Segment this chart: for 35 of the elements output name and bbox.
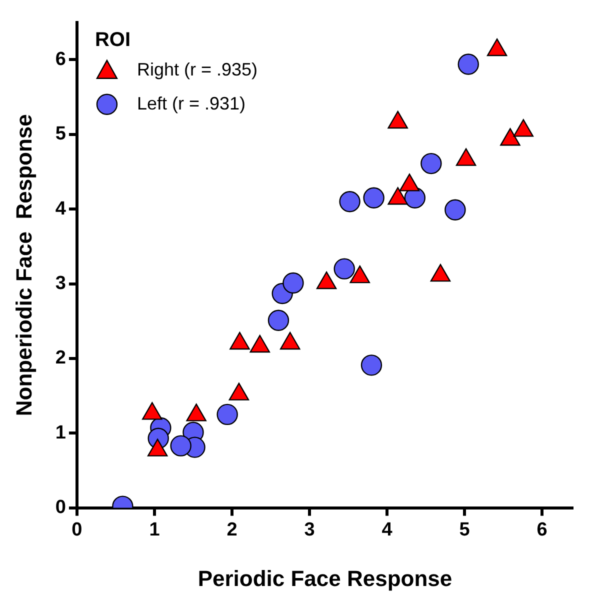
- x-tick-label: 2: [226, 519, 238, 540]
- x-tick-label: 3: [304, 519, 315, 540]
- point: [486, 38, 508, 56]
- x-axis-title: Periodic Face Response: [198, 566, 452, 591]
- point: [388, 187, 408, 205]
- x-tick-label: 4: [382, 519, 393, 540]
- point: [316, 271, 337, 290]
- y-tick-label: 3: [55, 273, 66, 294]
- legend-label: Left (r = .931): [136, 93, 246, 114]
- legend-title: ROI: [94, 28, 131, 51]
- point: [456, 148, 476, 166]
- x-tick-label: 0: [72, 519, 82, 540]
- point: [399, 174, 420, 192]
- x-tick-label: 6: [536, 519, 548, 540]
- point: [430, 264, 451, 282]
- y-tick-label: 6: [55, 48, 66, 70]
- point: [500, 128, 520, 146]
- point: [350, 265, 370, 284]
- legend-label: Right (r = .935): [136, 59, 258, 80]
- y-tick-label: 1: [55, 422, 66, 444]
- point: [513, 119, 534, 137]
- point: [360, 354, 382, 376]
- y-tick-label: 2: [55, 348, 66, 369]
- point: [268, 310, 290, 331]
- y-axis-title: Nonperiodic Face Response: [11, 114, 36, 416]
- y-tick-label: 4: [55, 198, 66, 220]
- y-tick-label: 0: [55, 497, 66, 518]
- x-tick-label: 5: [459, 519, 470, 540]
- y-tick-label: 5: [55, 124, 66, 145]
- point: [170, 435, 192, 456]
- point: [282, 272, 304, 294]
- point: [216, 404, 238, 426]
- x-tick-label: 1: [149, 519, 160, 540]
- point: [334, 258, 355, 280]
- point: [388, 110, 408, 129]
